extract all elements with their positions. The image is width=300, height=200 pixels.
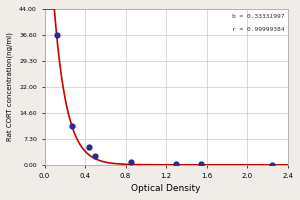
X-axis label: Optical Density: Optical Density [131,184,201,193]
Text: r = 0.99999384: r = 0.99999384 [232,27,285,32]
Y-axis label: Rat CORT concentration(ng/ml): Rat CORT concentration(ng/ml) [7,32,14,141]
Text: b = 0.33331997: b = 0.33331997 [232,15,285,20]
